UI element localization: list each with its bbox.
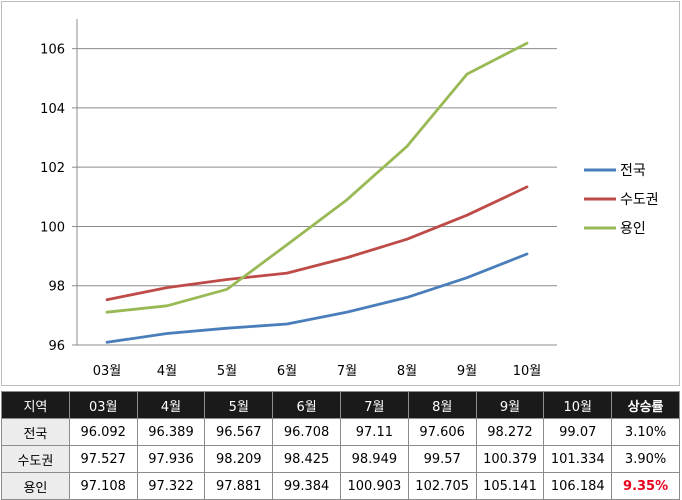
table-cell: 97.606 xyxy=(407,418,477,446)
series-line xyxy=(105,185,529,302)
table-cell: 96.708 xyxy=(272,418,341,446)
y-tick-label: 98 xyxy=(48,280,65,295)
header-month: 03월 xyxy=(68,391,138,419)
rate-cell: 3.10% xyxy=(611,418,680,446)
x-tick-label: 9월 xyxy=(457,364,477,379)
header-month: 10월 xyxy=(543,391,613,419)
x-tick-label: 03월 xyxy=(93,364,122,379)
table-cell: 98.949 xyxy=(339,445,409,473)
table-cell: 98.272 xyxy=(475,418,545,446)
table-cell: 97.11 xyxy=(339,418,409,446)
header-month: 9월 xyxy=(475,391,545,419)
header-month: 6월 xyxy=(272,391,341,419)
table-cell: 97.881 xyxy=(204,472,274,500)
header-month: 8월 xyxy=(407,391,477,419)
y-tick-label: 96 xyxy=(48,339,65,354)
series-lines xyxy=(105,41,529,344)
table-cell: 97.322 xyxy=(136,472,206,500)
x-tick-label: 10월 xyxy=(513,364,542,379)
table-row: 수도권 97.527 97.936 98.209 98.425 98.949 99.57 10… xyxy=(1,445,680,473)
x-tick-label: 6월 xyxy=(277,364,297,379)
header-rate: 상승률 xyxy=(611,391,680,419)
grid-lines xyxy=(76,19,557,346)
table-cell: 98.425 xyxy=(272,445,341,473)
series-line xyxy=(105,252,529,344)
table-cell: 97.936 xyxy=(136,445,206,473)
header-month: 5월 xyxy=(204,391,274,419)
header-month: 4월 xyxy=(136,391,206,419)
y-tick-label: 106 xyxy=(40,43,65,58)
table-cell: 99.384 xyxy=(272,472,341,500)
series-line xyxy=(105,41,529,314)
table-cell: 97.527 xyxy=(68,445,138,473)
legend-label: 용인 xyxy=(620,221,646,237)
rate-cell: 9.35% xyxy=(611,472,680,500)
table-cell: 100.903 xyxy=(339,472,409,500)
table-cell: 97.108 xyxy=(68,472,138,500)
y-tick-label: 100 xyxy=(40,220,65,235)
table-cell: 99.07 xyxy=(543,418,613,446)
y-axis-ticks: 96 98 100 102 104 106 xyxy=(40,43,77,354)
table-cell: 96.389 xyxy=(136,418,206,446)
table-cell: 96.092 xyxy=(68,418,138,446)
y-tick-label: 102 xyxy=(40,161,65,176)
legend-label: 전국 xyxy=(620,163,646,179)
legend-label: 수도권 xyxy=(620,192,659,208)
x-tick-label: 8월 xyxy=(397,364,417,379)
row-label: 전국 xyxy=(1,418,70,446)
table-cell: 101.334 xyxy=(543,445,613,473)
y-tick-label: 104 xyxy=(40,102,65,117)
table-cell: 106.184 xyxy=(543,472,613,500)
table-cell: 96.567 xyxy=(204,418,274,446)
chart-svg: 96 98 100 102 104 106 03월 4월 5월 6월 7월 8월 9월 10월 전국수도… xyxy=(40,19,659,379)
row-label: 용인 xyxy=(1,472,70,500)
table-row: 용인 97.108 97.322 97.881 99.384 100.903 102.705… xyxy=(1,472,680,500)
header-month: 7월 xyxy=(339,391,409,419)
x-axis-ticks: 03월 4월 5월 6월 7월 8월 9월 10월 xyxy=(93,364,542,379)
table-header-row: 지역 03월 4월 5월 6월 7월 8월 9월 10월 상승률 xyxy=(1,391,680,419)
table-row: 전국 96.092 96.389 96.567 96.708 97.11 97.606 98.… xyxy=(1,418,680,446)
table-cell: 98.209 xyxy=(204,445,274,473)
row-label: 수도권 xyxy=(1,445,70,473)
rate-cell: 3.90% xyxy=(611,445,680,473)
table-cell: 99.57 xyxy=(407,445,477,473)
table-cell: 100.379 xyxy=(475,445,545,473)
x-tick-label: 5월 xyxy=(217,364,237,379)
x-tick-label: 4월 xyxy=(157,364,177,379)
x-tick-label: 7월 xyxy=(337,364,357,379)
table-cell: 105.141 xyxy=(475,472,545,500)
data-table: 지역 03월 4월 5월 6월 7월 8월 9월 10월 상승률 전국 96.09… xyxy=(1,391,680,500)
header-region: 지역 xyxy=(1,391,70,419)
table-cell: 102.705 xyxy=(407,472,477,500)
